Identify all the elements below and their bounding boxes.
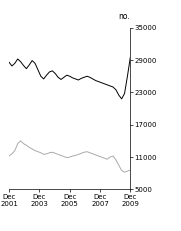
- Text: no.: no.: [119, 12, 130, 21]
